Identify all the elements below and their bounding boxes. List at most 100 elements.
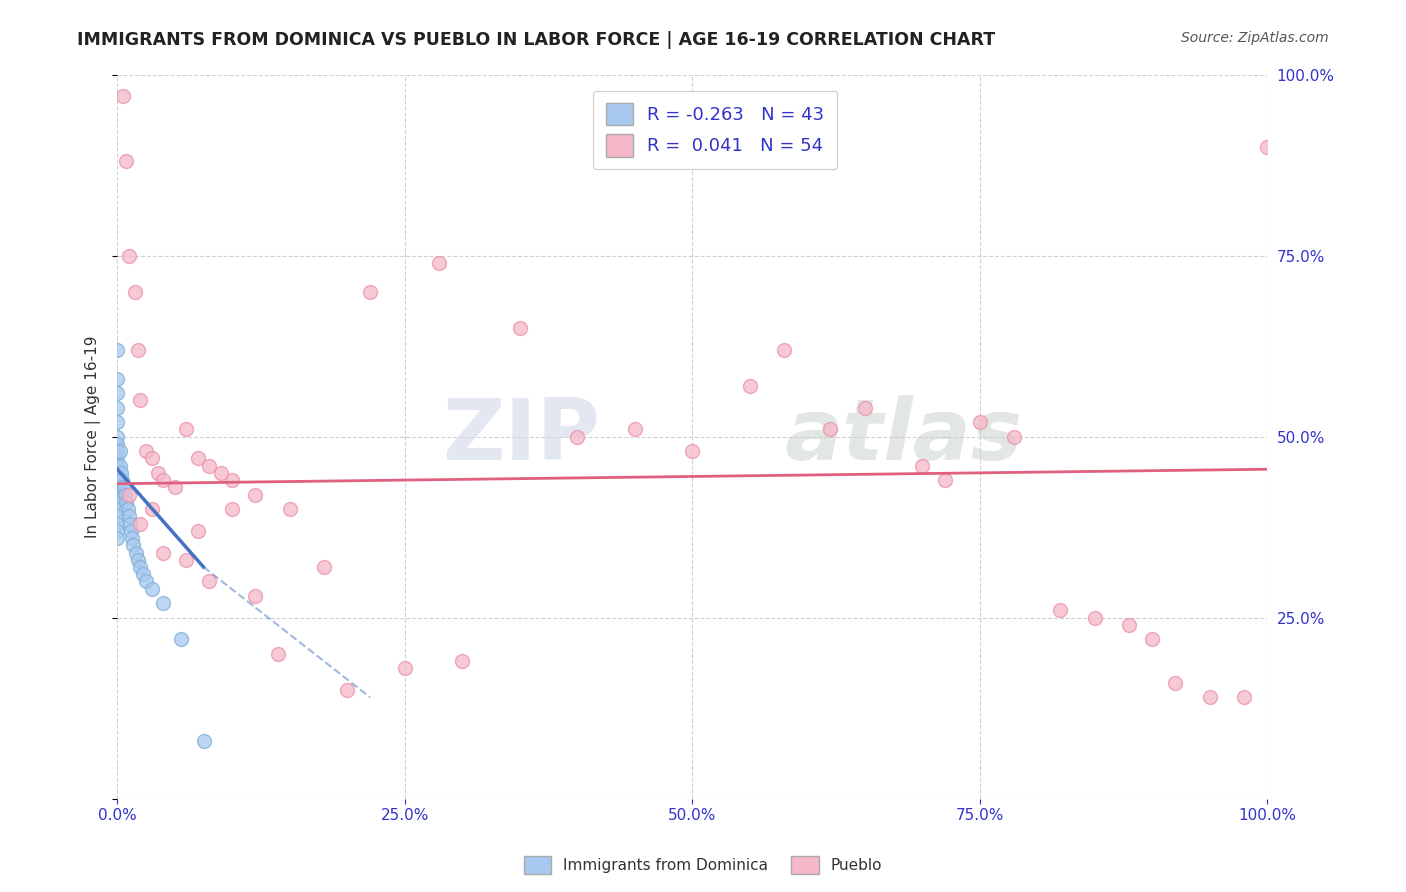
Point (567, 430, 589, 444)
Point (359, 285, 381, 299)
Point (118, 509, 141, 524)
Point (115, 154, 138, 169)
Point (105, 509, 128, 524)
Point (163, 480, 186, 494)
Point (105, 458, 128, 473)
Point (105, 401, 128, 415)
Point (124, 545, 146, 559)
Point (105, 451, 128, 466)
Point (111, 473, 134, 487)
Point (105, 495, 128, 509)
Point (245, 487, 267, 501)
Point (818, 422, 841, 436)
Point (110, 466, 132, 480)
Point (451, 654, 474, 668)
Point (141, 582, 163, 596)
Point (245, 589, 267, 603)
Point (122, 538, 145, 552)
Text: ZIP: ZIP (443, 395, 600, 478)
Point (105, 466, 128, 480)
Point (193, 734, 215, 748)
Point (121, 531, 143, 545)
Point (127, 553, 149, 567)
Point (267, 647, 290, 661)
Point (129, 560, 152, 574)
Text: Source: ZipAtlas.com: Source: ZipAtlas.com (1181, 31, 1329, 45)
Point (1118, 618, 1140, 632)
Point (108, 444, 131, 458)
Point (141, 502, 163, 516)
Text: IMMIGRANTS FROM DOMINICA VS PUEBLO IN LABOR FORCE | AGE 16-19 CORRELATION CHART: IMMIGRANTS FROM DOMINICA VS PUEBLO IN LA… (77, 31, 995, 49)
Point (187, 524, 209, 538)
Point (105, 480, 128, 494)
Point (1002, 430, 1025, 444)
Text: atlas: atlas (785, 395, 1022, 478)
Point (118, 249, 141, 263)
Point (135, 444, 157, 458)
Legend: Immigrants from Dominica, Pueblo: Immigrants from Dominica, Pueblo (517, 850, 889, 880)
Point (934, 473, 956, 487)
Point (111, 480, 134, 494)
Point (1049, 603, 1071, 617)
Point (1164, 676, 1187, 690)
Point (141, 451, 163, 466)
Point (131, 567, 153, 582)
Point (118, 487, 141, 501)
Point (117, 502, 139, 516)
Point (129, 393, 152, 408)
Point (681, 444, 703, 458)
Point (105, 386, 128, 401)
Point (278, 502, 301, 516)
Point (1198, 690, 1220, 705)
Point (1233, 690, 1256, 705)
Point (198, 574, 221, 589)
Y-axis label: In Labor Force | Age 16-19: In Labor Force | Age 16-19 (86, 335, 101, 538)
Point (120, 524, 142, 538)
Point (221, 502, 243, 516)
Point (969, 415, 991, 429)
Point (174, 553, 197, 567)
Point (187, 451, 209, 466)
Point (105, 473, 128, 487)
Point (108, 458, 131, 473)
Point (509, 321, 531, 335)
Point (105, 437, 128, 451)
Point (314, 560, 336, 574)
Point (773, 343, 796, 357)
Point (394, 661, 416, 675)
Point (129, 516, 152, 531)
Point (169, 632, 191, 647)
Point (135, 574, 157, 589)
Point (221, 473, 243, 487)
Point (105, 430, 128, 444)
Point (853, 401, 876, 415)
Point (105, 372, 128, 386)
Point (105, 415, 128, 429)
Point (209, 466, 232, 480)
Point (152, 596, 174, 610)
Point (124, 285, 146, 299)
Point (146, 466, 169, 480)
Point (152, 473, 174, 487)
Point (623, 422, 645, 436)
Point (738, 379, 761, 393)
Point (105, 531, 128, 545)
Point (1140, 632, 1163, 647)
Point (427, 256, 450, 270)
Point (105, 343, 128, 357)
Point (152, 545, 174, 559)
Point (105, 502, 128, 516)
Legend: R = -0.263   N = 43, R =  0.041   N = 54: R = -0.263 N = 43, R = 0.041 N = 54 (593, 91, 837, 169)
Point (105, 516, 128, 531)
Point (115, 495, 138, 509)
Point (174, 422, 197, 436)
Point (198, 458, 221, 473)
Point (105, 487, 128, 501)
Point (111, 89, 134, 103)
Point (336, 683, 359, 698)
Point (118, 516, 141, 531)
Point (112, 480, 135, 494)
Point (105, 444, 128, 458)
Point (127, 343, 149, 357)
Point (114, 487, 136, 501)
